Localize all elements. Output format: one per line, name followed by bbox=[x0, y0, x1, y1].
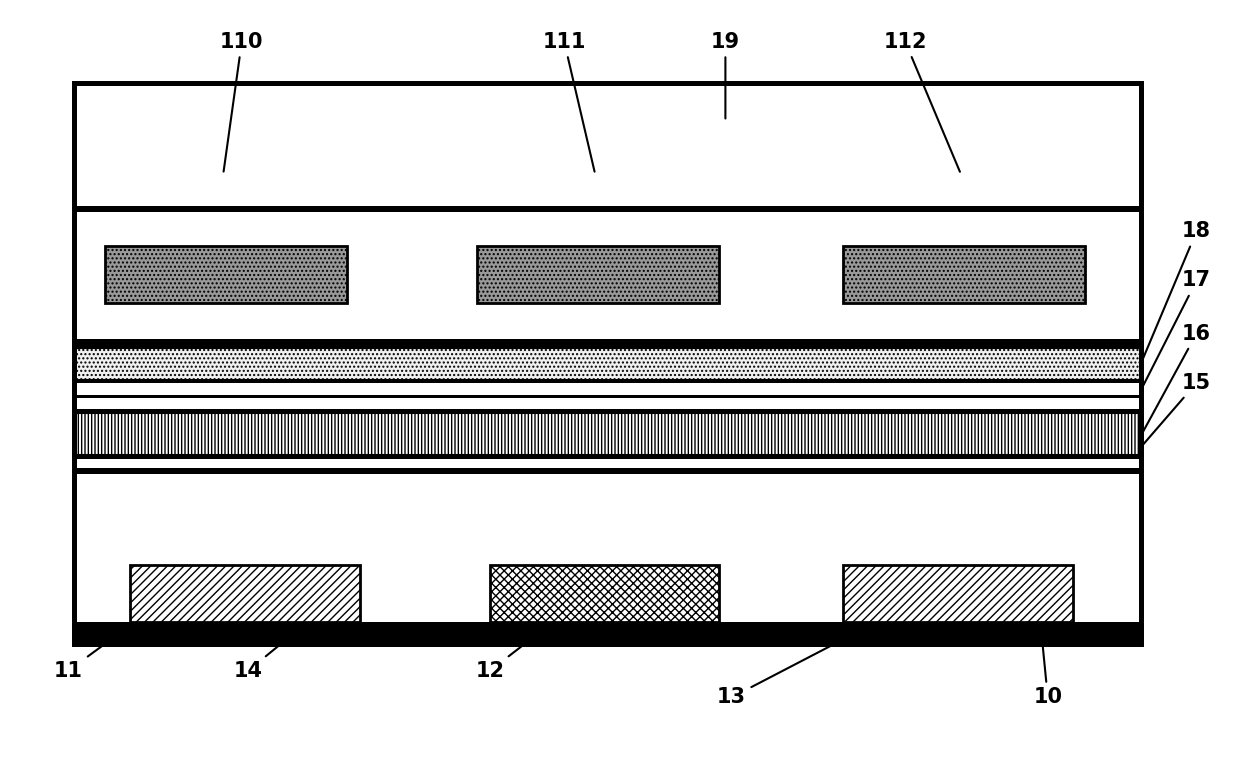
Text: 110: 110 bbox=[219, 32, 264, 171]
Bar bbox=[74, 395, 1141, 398]
Bar bbox=[74, 380, 1141, 383]
Bar bbox=[74, 339, 1141, 345]
Bar bbox=[74, 622, 1141, 644]
Bar bbox=[74, 345, 1141, 348]
Text: 112: 112 bbox=[883, 32, 960, 172]
Bar bbox=[74, 380, 1141, 383]
Bar bbox=[74, 348, 1141, 380]
Bar bbox=[843, 565, 1073, 622]
Bar bbox=[477, 246, 719, 303]
Text: 18: 18 bbox=[1142, 221, 1211, 362]
Bar bbox=[74, 83, 1141, 644]
Bar bbox=[74, 83, 1141, 644]
Bar bbox=[74, 455, 1141, 459]
Bar bbox=[74, 206, 1141, 212]
Text: 11: 11 bbox=[53, 581, 190, 681]
Text: 15: 15 bbox=[1142, 373, 1211, 445]
Text: 12: 12 bbox=[475, 581, 605, 681]
Text: 111: 111 bbox=[542, 32, 594, 171]
Text: 10: 10 bbox=[1033, 637, 1063, 707]
Bar bbox=[130, 565, 360, 622]
Text: 14: 14 bbox=[233, 622, 308, 681]
Bar bbox=[843, 246, 1085, 303]
Bar bbox=[105, 246, 347, 303]
Bar bbox=[74, 413, 1141, 455]
Text: 16: 16 bbox=[1142, 324, 1211, 434]
Bar bbox=[490, 565, 719, 622]
Bar bbox=[74, 409, 1141, 413]
Text: 19: 19 bbox=[711, 32, 740, 118]
Bar bbox=[74, 383, 1141, 395]
Bar bbox=[74, 468, 1141, 474]
Text: 13: 13 bbox=[717, 622, 878, 707]
Text: 17: 17 bbox=[1142, 271, 1211, 388]
Bar bbox=[74, 83, 1141, 644]
